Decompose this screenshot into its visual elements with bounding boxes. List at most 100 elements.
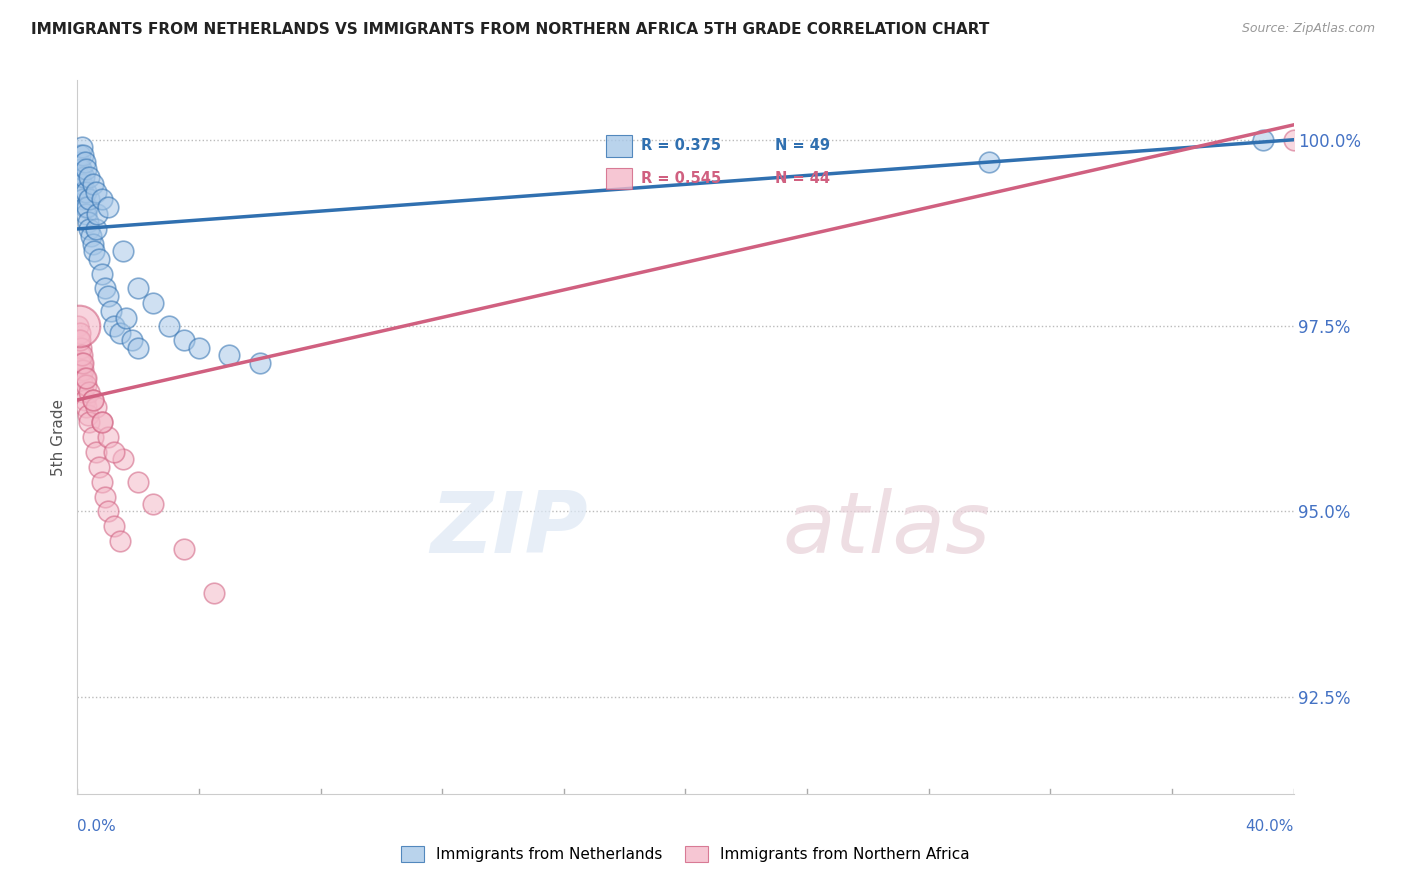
Point [103, 519, 125, 533]
Point [218, 348, 240, 362]
Point [75, 162, 97, 177]
Point [72, 378, 94, 392]
Point [70, 140, 93, 154]
Point [69, 356, 91, 370]
Point [87, 252, 110, 266]
Point [82, 392, 104, 407]
Point [84, 185, 107, 199]
Y-axis label: 5th Grade: 5th Grade [51, 399, 66, 475]
Point [77, 214, 100, 228]
Point [82, 430, 104, 444]
Point [70, 341, 93, 355]
Point [75, 378, 97, 392]
Point [173, 334, 195, 348]
Point [75, 370, 97, 384]
Point [111, 452, 134, 467]
Point [77, 408, 100, 422]
Point [111, 244, 134, 259]
Text: R = 0.375: R = 0.375 [641, 138, 721, 153]
Bar [606, 168, 633, 189]
Point [90, 415, 112, 429]
Point [249, 356, 271, 370]
Point [979, 155, 1001, 169]
Point [72, 363, 94, 377]
Point [69, 348, 91, 362]
Point [202, 586, 225, 600]
Point [108, 534, 131, 549]
Point [188, 341, 211, 355]
Point [72, 147, 94, 161]
Point [76, 200, 98, 214]
Point [173, 541, 195, 556]
Point [90, 192, 112, 206]
Point [103, 318, 125, 333]
Text: R = 0.545: R = 0.545 [641, 171, 721, 186]
Point [70, 162, 93, 177]
Point [75, 185, 97, 199]
Point [82, 392, 104, 407]
Point [90, 475, 112, 489]
Point [72, 185, 94, 199]
Point [1282, 133, 1305, 147]
Point [90, 267, 112, 281]
Point [84, 401, 107, 415]
Point [69, 334, 91, 348]
Point [70, 348, 93, 362]
Point [90, 415, 112, 429]
Point [1251, 133, 1274, 147]
Point [70, 370, 93, 384]
Point [142, 296, 165, 310]
Point [127, 341, 149, 355]
Point [142, 497, 165, 511]
Point [67, 318, 90, 333]
Point [69, 147, 91, 161]
Text: N = 44: N = 44 [776, 171, 831, 186]
Legend: Immigrants from Netherlands, Immigrants from Northern Africa: Immigrants from Netherlands, Immigrants … [395, 840, 976, 868]
Point [72, 192, 94, 206]
Text: IMMIGRANTS FROM NETHERLANDS VS IMMIGRANTS FROM NORTHERN AFRICA 5TH GRADE CORRELA: IMMIGRANTS FROM NETHERLANDS VS IMMIGRANT… [31, 22, 990, 37]
Point [115, 311, 138, 326]
Point [84, 222, 107, 236]
Text: 40.0%: 40.0% [1246, 819, 1294, 834]
Point [73, 200, 96, 214]
Point [67, 155, 90, 169]
Point [70, 356, 93, 370]
Text: N = 49: N = 49 [776, 138, 831, 153]
Point [82, 236, 104, 251]
Point [97, 200, 120, 214]
Point [79, 385, 101, 400]
Point [79, 415, 101, 429]
Point [73, 155, 96, 169]
Point [73, 370, 96, 384]
Point [73, 392, 96, 407]
Point [121, 334, 143, 348]
Point [75, 401, 97, 415]
Point [79, 192, 101, 206]
Text: Source: ZipAtlas.com: Source: ZipAtlas.com [1241, 22, 1375, 36]
Point [82, 178, 104, 192]
Point [80, 229, 103, 244]
Point [103, 445, 125, 459]
Point [97, 289, 120, 303]
Text: atlas: atlas [783, 488, 991, 572]
Point [127, 281, 149, 295]
Point [70, 178, 93, 192]
Point [93, 490, 115, 504]
Point [72, 385, 94, 400]
Point [108, 326, 131, 340]
Point [69, 169, 91, 184]
Point [84, 445, 107, 459]
Point [97, 504, 120, 518]
Point [97, 430, 120, 444]
Point [66, 318, 89, 333]
Point [72, 356, 94, 370]
Point [79, 169, 101, 184]
Point [86, 207, 108, 221]
Point [157, 318, 180, 333]
Point [69, 326, 91, 340]
Point [70, 363, 93, 377]
Bar [606, 136, 633, 157]
Point [100, 303, 122, 318]
Point [73, 169, 96, 184]
Point [77, 222, 100, 236]
